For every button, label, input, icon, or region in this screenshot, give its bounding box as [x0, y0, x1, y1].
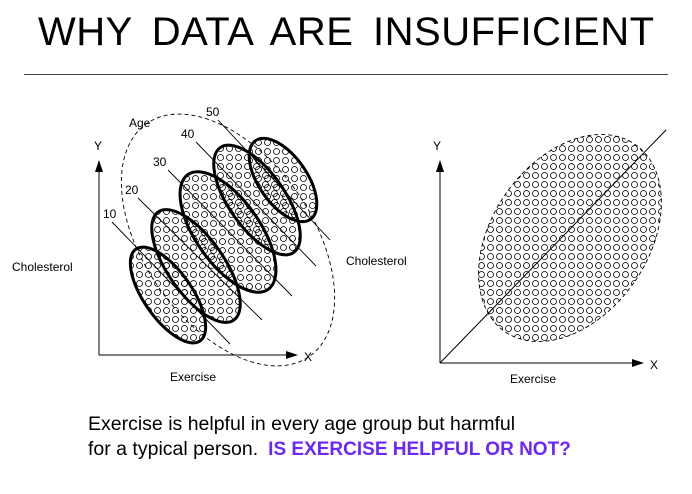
age-label: Age — [129, 116, 151, 130]
left-y-axis-letter: Y — [94, 139, 102, 153]
left-y-arrow — [95, 160, 103, 172]
left-x-axis-letter: X — [304, 350, 312, 364]
right-x-arrow — [632, 359, 644, 367]
slide-title: WHY DATA ARE INSUFFICIENT — [38, 10, 655, 54]
caption-line-1: Exercise is helpful in every age group b… — [88, 413, 516, 435]
caption-question: IS EXERCISE HELPFUL OR NOT? — [268, 439, 571, 460]
right-y-arrow — [436, 160, 444, 172]
title-divider — [24, 74, 668, 75]
right-y-label: Cholesterol — [346, 254, 407, 268]
right-x-label: Exercise — [510, 372, 556, 386]
age-group-label-40: 40 — [181, 127, 195, 141]
age-group-30-ellipse — [178, 170, 278, 294]
age-group-40-ellipse — [212, 143, 302, 257]
age-group-10-ellipse — [128, 245, 208, 345]
age-group-20-ellipse — [150, 208, 242, 324]
age-group-label-50: 50 — [206, 105, 220, 119]
right-y-axis-letter: Y — [433, 139, 441, 153]
age-group-label-30: 30 — [153, 155, 167, 169]
caption-line-2: for a typical person. IS EXERCISE HELPFUL… — [88, 438, 571, 461]
right-x-axis-letter: X — [650, 358, 658, 372]
left-x-label: Exercise — [170, 370, 216, 384]
age-group-label-10: 10 — [103, 207, 117, 221]
age-group-label-20: 20 — [125, 183, 139, 197]
left-x-arrow — [286, 351, 298, 359]
trend-line — [439, 129, 667, 364]
left-y-label: Cholesterol — [12, 260, 73, 274]
age-group-50-ellipse — [247, 136, 319, 224]
caption-line-2-text: for a typical person. — [88, 438, 259, 460]
